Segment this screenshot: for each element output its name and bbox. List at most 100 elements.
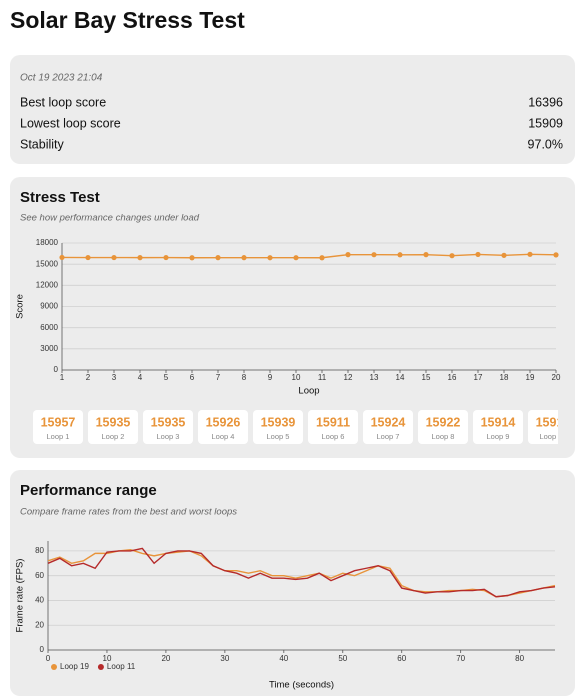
data-point [371, 252, 377, 258]
loop-label: Loop 9 [487, 432, 510, 441]
y-tick-label: 80 [35, 546, 44, 555]
loop-card [253, 410, 303, 444]
x-tick-label: 2 [86, 373, 91, 382]
data-point [137, 255, 143, 261]
loop-cards[interactable]: 15957 Loop 1 15935 Loop 2 15935 Loop 3 15926 Lo… [33, 410, 578, 444]
x-tick-label: 11 [318, 373, 327, 382]
loop-card [418, 410, 468, 444]
y-tick-label: 40 [35, 596, 44, 605]
x-axis-label: Loop [298, 386, 319, 397]
y-axis-label: Score [15, 294, 26, 319]
summary-value: 16396 [528, 95, 563, 109]
legend-swatch [51, 664, 57, 670]
loop-score: 15957 [41, 415, 76, 429]
data-point [163, 254, 169, 261]
loop-label: Loop 1 [47, 432, 70, 441]
x-tick-label: 50 [338, 654, 347, 663]
x-tick-label: 60 [397, 654, 406, 663]
loop-card [473, 410, 523, 444]
loop-score: 15924 [371, 415, 406, 429]
y-tick-label: 3000 [40, 344, 58, 353]
data-point [267, 255, 273, 261]
x-tick-label: 16 [448, 373, 457, 382]
data-point [423, 252, 429, 258]
loop-label: Loop 10 [539, 432, 566, 441]
loop-card [363, 410, 413, 444]
x-tick-label: 80 [515, 654, 524, 663]
loop-card [308, 410, 358, 444]
loop-label: Loop 3 [157, 432, 180, 441]
x-tick-label: 12 [344, 373, 353, 382]
y-tick-label: 20 [35, 620, 44, 629]
page-title: Solar Bay Stress Test [10, 7, 245, 33]
loop-card [143, 410, 193, 444]
x-tick-label: 17 [474, 373, 483, 382]
summary-label: Lowest loop score [20, 116, 121, 130]
y-tick-label: 0 [54, 365, 59, 374]
series-line [47, 547, 556, 598]
data-point [397, 252, 403, 258]
loop-card [33, 410, 83, 444]
loop-score: 15914 [481, 415, 516, 429]
data-point [475, 251, 481, 258]
x-tick-label: 14 [396, 373, 405, 382]
x-tick-label: 20 [161, 654, 170, 663]
y-tick-label: 60 [35, 571, 44, 580]
y-tick-label: 0 [40, 645, 45, 654]
x-tick-label: 4 [138, 373, 143, 382]
data-point [241, 255, 247, 261]
x-tick-label: 7 [216, 373, 221, 382]
x-tick-label: 15 [422, 373, 431, 382]
y-tick-label: 6000 [40, 323, 58, 332]
y-tick-label: 18000 [36, 238, 59, 247]
summary-value: 97.0% [528, 137, 563, 151]
x-tick-label: 13 [370, 373, 379, 382]
loop-label: Loop 6 [322, 432, 345, 441]
data-point [215, 255, 221, 261]
y-tick-label: 9000 [40, 302, 58, 311]
loop-score: 15915 [536, 415, 571, 429]
x-tick-label: 1 [60, 373, 65, 382]
loop-score: 15922 [426, 415, 461, 429]
x-tick-label: 5 [164, 373, 169, 382]
x-tick-label: 19 [526, 373, 535, 382]
stress-panel [10, 177, 575, 458]
y-axis-label: Frame rate (FPS) [15, 559, 26, 633]
loop-score: 15926 [206, 415, 241, 429]
summary-value: 15909 [528, 116, 563, 130]
loop-card [528, 410, 558, 444]
loop-score: 15939 [261, 415, 296, 429]
loop-label: Loop 5 [267, 432, 290, 441]
summary-label: Best loop score [20, 95, 106, 109]
data-point [319, 255, 325, 261]
x-tick-label: 10 [103, 654, 112, 663]
x-tick-label: 0 [46, 654, 51, 663]
chart-title: Performance range [20, 482, 157, 499]
x-tick-label: 70 [456, 654, 465, 663]
data-point [111, 254, 117, 261]
loop-score: 15935 [151, 415, 186, 429]
data-point [59, 254, 65, 261]
summary-label: Stability [20, 137, 65, 151]
loop-label: Loop 4 [212, 432, 235, 441]
data-point [449, 253, 455, 259]
loop-label: Loop 2 [102, 432, 125, 441]
data-point [85, 254, 91, 261]
x-tick-label: 6 [190, 373, 195, 382]
range-panel [10, 470, 575, 696]
loop-card [198, 410, 248, 444]
y-tick-label: 15000 [36, 259, 59, 268]
data-point [553, 252, 559, 258]
loop-score: 15911 [316, 415, 350, 429]
x-tick-label: 8 [242, 373, 247, 382]
x-tick-label: 30 [220, 654, 229, 663]
data-point [345, 252, 351, 258]
chart-title: Stress Test [20, 189, 100, 206]
x-tick-label: 40 [279, 654, 288, 663]
x-axis-label: Time (seconds) [269, 680, 334, 691]
x-tick-label: 10 [292, 373, 301, 382]
x-tick-label: 9 [268, 373, 273, 382]
chart-subtitle: Compare frame rates from the best and wo… [20, 507, 237, 518]
